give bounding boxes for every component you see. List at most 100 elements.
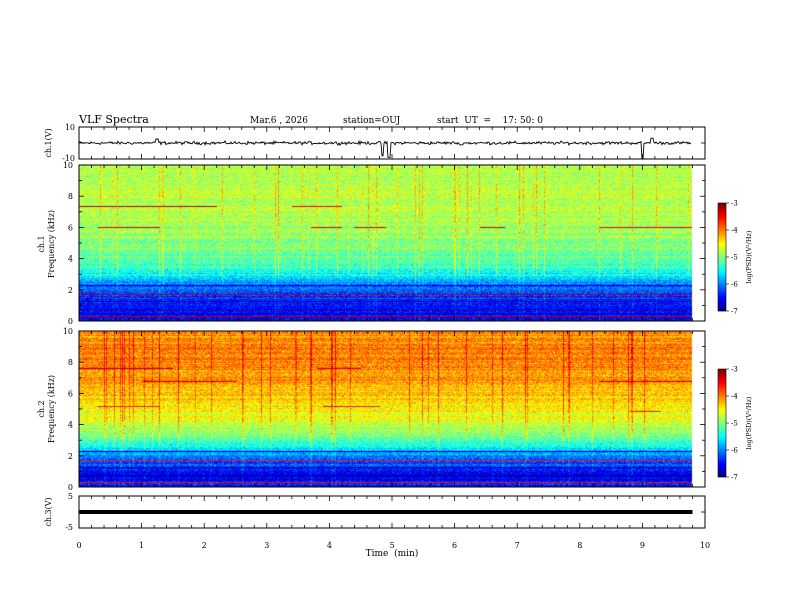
colorbar-swatch <box>718 219 726 221</box>
ch2-spectrogram-canvas-wrap <box>79 331 705 487</box>
colorbar-tick-label: -7 <box>731 474 738 482</box>
colorbar-swatch <box>718 430 726 432</box>
colorbar-swatch <box>718 244 726 246</box>
colorbar-swatch <box>718 281 726 283</box>
y-tick-label: 0 <box>68 317 73 326</box>
colorbar-swatch <box>718 471 726 473</box>
colorbar-swatch <box>718 233 726 235</box>
colorbar-swatch <box>718 275 726 277</box>
station-label: station=OUJ <box>343 116 401 126</box>
colorbar-swatch <box>718 476 726 478</box>
figure-title: VLF Spectra <box>78 113 149 126</box>
colorbar-swatch <box>718 456 726 458</box>
colorbar-swatch <box>718 299 726 301</box>
colorbar-swatch <box>718 379 726 381</box>
y-tick-label: 4 <box>68 421 73 430</box>
colorbar-swatch <box>718 253 726 255</box>
y-tick-label: 6 <box>68 389 73 398</box>
colorbar-swatch <box>718 302 726 304</box>
colorbar-swatch <box>718 442 726 444</box>
colorbar-swatch <box>718 258 726 260</box>
colorbar-swatch <box>718 245 726 247</box>
colorbar-swatch <box>718 461 726 463</box>
colorbar-swatch <box>718 460 726 462</box>
colorbar-swatch <box>718 263 726 265</box>
colorbar-swatch <box>718 413 726 415</box>
colorbar-swatch <box>718 449 726 451</box>
ch1-spectrogram-ylabel-channel: ch.1 <box>37 235 46 252</box>
colorbar-swatch <box>718 433 726 435</box>
colorbar-swatch <box>718 250 726 252</box>
colorbar-swatch <box>718 452 726 454</box>
colorbar-swatch <box>718 385 726 387</box>
colorbar-swatch <box>718 418 726 420</box>
x-tick-label: 7 <box>515 541 520 550</box>
colorbar-swatch <box>718 410 726 412</box>
colorbar-swatch <box>718 294 726 296</box>
colorbar-swatch <box>718 412 726 414</box>
colorbar-swatch <box>718 403 726 405</box>
colorbar-swatch <box>718 255 726 257</box>
colorbar-swatch <box>718 210 726 212</box>
colorbar-swatch <box>718 474 726 476</box>
colorbar-swatch <box>718 257 726 259</box>
colorbar-swatch <box>718 383 726 385</box>
ch1-ytick-labels: 0 2 4 6 8 10 <box>63 161 73 326</box>
ch2-spectrogram-panel: 0 2 4 6 8 10 ch.2 Frequency (kHz) -3 -4 -5 -6 -7 l… <box>37 327 753 492</box>
colorbar-swatch <box>718 246 726 248</box>
ch3-ytick-bottom: -5 <box>65 523 73 532</box>
colorbar-swatch <box>718 310 726 312</box>
colorbar-swatch <box>718 428 726 430</box>
colorbar-swatch <box>718 377 726 379</box>
colorbar-swatch <box>718 230 726 232</box>
ch1-spectrogram-image <box>79 165 705 321</box>
colorbar-swatch <box>718 305 726 307</box>
colorbar-swatch <box>718 399 726 401</box>
colorbar-swatch <box>718 236 726 238</box>
colorbar-swatch <box>718 211 726 213</box>
colorbar-swatch <box>718 408 726 410</box>
colorbar-swatch <box>718 386 726 388</box>
colorbar-swatch <box>718 423 726 425</box>
colorbar-swatch <box>718 234 726 236</box>
colorbar-swatch <box>718 292 726 294</box>
colorbar-swatch <box>718 261 726 263</box>
ch1-colorbar: -3 -4 -5 -6 -7 log(PSD)(V²/Hz) <box>717 200 753 316</box>
y-tick-label: 8 <box>68 358 73 367</box>
ch3-waveform-ylabel: ch.3(V) <box>44 497 53 526</box>
colorbar-swatch <box>718 229 726 231</box>
colorbar-swatch <box>718 391 726 393</box>
ch1-spectrogram-ylabel-freq: Frequency (kHz) <box>47 210 56 278</box>
colorbar-swatch <box>718 256 726 258</box>
colorbar-swatch <box>718 431 726 433</box>
colorbar-swatch <box>718 206 726 208</box>
ch1-spectrogram-canvas-wrap <box>79 165 705 321</box>
colorbar-swatch <box>718 252 726 254</box>
date-label: Mar.6 , 2026 <box>250 116 308 126</box>
ch1-spectrogram-frame <box>78 164 706 322</box>
colorbar-swatch <box>718 463 726 465</box>
ch2-spectrogram-ylabel-channel: ch.2 <box>37 400 46 417</box>
colorbar-swatch <box>718 300 726 302</box>
colorbar-swatch <box>718 278 726 280</box>
colorbar-swatch <box>718 227 726 229</box>
colorbar-swatch <box>718 205 726 207</box>
colorbar-swatch <box>718 243 726 245</box>
colorbar-swatch <box>718 422 726 424</box>
colorbar-swatch <box>718 290 726 292</box>
ch2-spectrogram-frame <box>78 330 706 488</box>
ch1-ytick-bottom: -10 <box>62 154 75 163</box>
colorbar-swatch <box>718 264 726 266</box>
x-tick-label: 6 <box>452 541 457 550</box>
colorbar-swatch <box>718 375 726 377</box>
ch2-spectrogram-image <box>79 331 705 487</box>
colorbar-swatch <box>718 397 726 399</box>
colorbar-swatch <box>718 289 726 291</box>
colorbar-swatch <box>718 254 726 256</box>
colorbar-swatch <box>718 462 726 464</box>
colorbar-swatch <box>718 226 726 228</box>
colorbar-swatch <box>718 304 726 306</box>
colorbar-swatch <box>718 239 726 241</box>
